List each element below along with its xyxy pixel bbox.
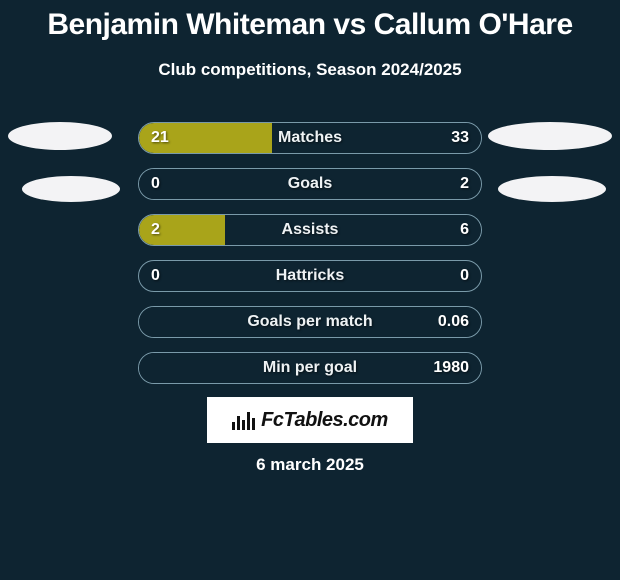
placeholder-oval <box>22 176 120 202</box>
stat-label: Assists <box>139 215 481 245</box>
brand-bars-icon <box>232 410 255 430</box>
page-title: Benjamin Whiteman vs Callum O'Hare <box>0 0 620 42</box>
stat-label: Matches <box>139 123 481 153</box>
branding-text: FcTables.com <box>261 409 388 432</box>
stat-value-right: 2 <box>460 169 469 199</box>
subtitle: Club competitions, Season 2024/2025 <box>0 60 620 80</box>
stat-value-right: 1980 <box>433 353 469 383</box>
date-label: 6 march 2025 <box>0 455 620 475</box>
stat-label: Goals <box>139 169 481 199</box>
stat-row: Goals per match0.06 <box>138 306 482 338</box>
stat-row: 21Matches33 <box>138 122 482 154</box>
stat-value-right: 0 <box>460 261 469 291</box>
placeholder-oval <box>8 122 112 150</box>
stat-row: 0Hattricks0 <box>138 260 482 292</box>
stat-value-right: 33 <box>451 123 469 153</box>
stat-row: Min per goal1980 <box>138 352 482 384</box>
branding-badge: FcTables.com <box>207 397 413 443</box>
stat-label: Min per goal <box>139 353 481 383</box>
stat-value-right: 0.06 <box>438 307 469 337</box>
stat-label: Goals per match <box>139 307 481 337</box>
stat-row: 0Goals2 <box>138 168 482 200</box>
comparison-chart: 21Matches330Goals22Assists60Hattricks0Go… <box>138 122 482 398</box>
placeholder-oval <box>498 176 606 202</box>
stat-value-right: 6 <box>460 215 469 245</box>
stat-label: Hattricks <box>139 261 481 291</box>
placeholder-oval <box>488 122 612 150</box>
stat-row: 2Assists6 <box>138 214 482 246</box>
